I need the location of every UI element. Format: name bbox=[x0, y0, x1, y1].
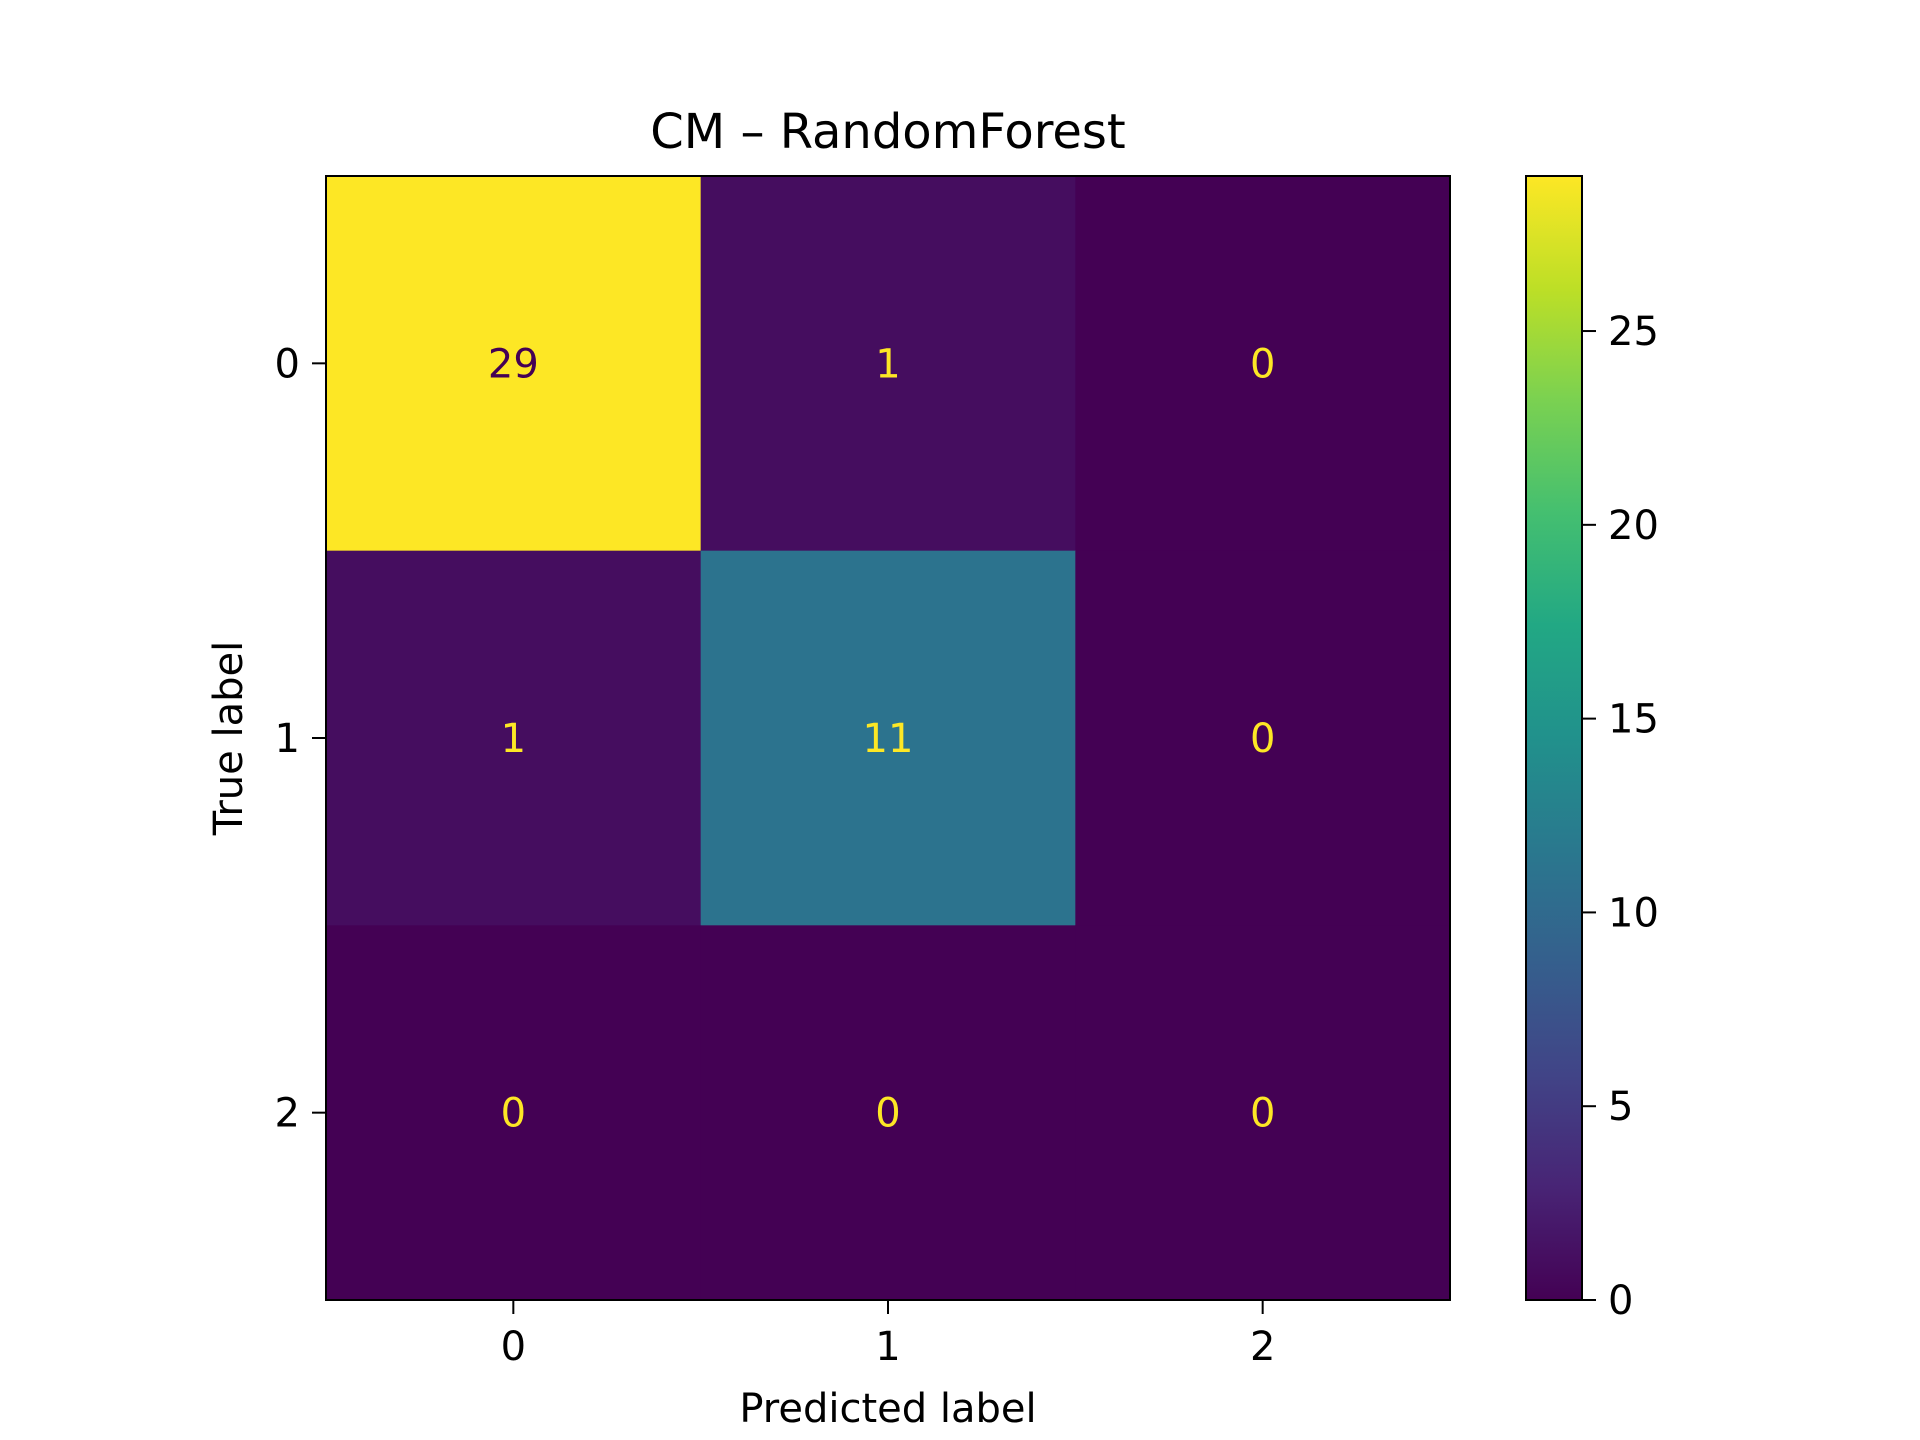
cell-value-label: 0 bbox=[875, 1091, 900, 1137]
x-axis-ticks: 0 1 2 bbox=[501, 1300, 1275, 1370]
cell-value-label: 0 bbox=[1250, 341, 1275, 387]
y-tick-label: 2 bbox=[275, 1091, 300, 1137]
y-tick-label: 0 bbox=[275, 341, 300, 387]
y-axis-ticks: 0 1 2 bbox=[275, 341, 326, 1137]
x-tick-label: 0 bbox=[501, 1324, 526, 1370]
heatmap-cell bbox=[700, 925, 1076, 1301]
heatmap-cell bbox=[700, 176, 1076, 552]
heatmap-cell bbox=[326, 925, 702, 1301]
cell-value-label: 29 bbox=[488, 341, 539, 387]
colorbar-tick-label: 15 bbox=[1608, 697, 1659, 743]
cell-value-label: 0 bbox=[1250, 1091, 1275, 1137]
heatmap-cell bbox=[700, 550, 1076, 926]
colorbar-tick-label: 10 bbox=[1608, 890, 1659, 936]
x-axis-label: Predicted label bbox=[739, 1386, 1036, 1432]
cell-value-label: 0 bbox=[1250, 716, 1275, 762]
y-axis-label: True label bbox=[206, 641, 252, 836]
heatmap-cells bbox=[326, 176, 1451, 1301]
x-tick-label: 1 bbox=[875, 1324, 900, 1370]
heatmap-cell bbox=[1075, 550, 1451, 926]
colorbar-tick-label: 0 bbox=[1608, 1278, 1633, 1324]
cell-value-label: 0 bbox=[501, 1091, 526, 1137]
cell-value-label: 11 bbox=[863, 716, 914, 762]
heatmap-cell bbox=[1075, 925, 1451, 1301]
colorbar bbox=[1525, 175, 1583, 1301]
heatmap-cell bbox=[326, 550, 702, 926]
heatmap-cell bbox=[326, 176, 702, 552]
heatmap-cell bbox=[1075, 176, 1451, 552]
colorbar-tick-label: 20 bbox=[1608, 503, 1659, 549]
chart-title: CM – RandomForest bbox=[650, 104, 1125, 160]
colorbar-tick-label: 5 bbox=[1608, 1084, 1633, 1130]
cell-value-label: 1 bbox=[501, 716, 526, 762]
colorbar-tick-label: 25 bbox=[1608, 309, 1659, 355]
cell-value-label: 1 bbox=[875, 341, 900, 387]
y-tick-label: 1 bbox=[275, 716, 300, 762]
x-tick-label: 2 bbox=[1250, 1324, 1275, 1370]
colorbar-ticks: 0 5 10 15 20 25 bbox=[1582, 309, 1659, 1324]
heatmap-cell-labels: 29 1 01 11 00 0 0 bbox=[488, 341, 1276, 1136]
